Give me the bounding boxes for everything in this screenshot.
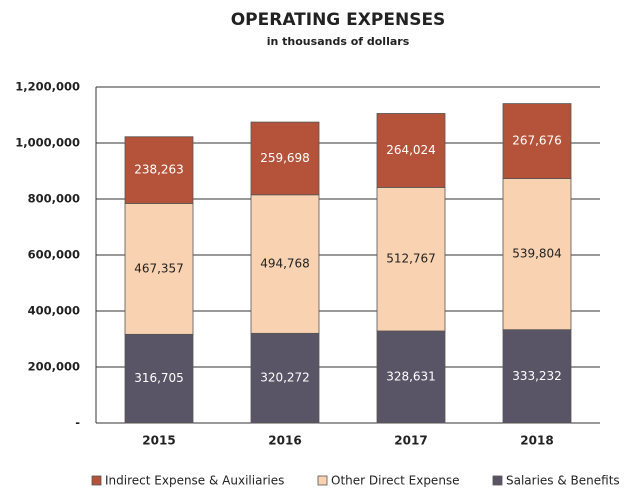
legend-swatch <box>317 475 328 486</box>
data-label: 539,804 <box>512 247 562 261</box>
x-tick-label: 2015 <box>142 434 175 448</box>
bar-segment <box>124 333 194 424</box>
y-tick-label: 400,000 <box>28 304 80 318</box>
chart-subtitle: in thousands of dollars <box>267 35 410 48</box>
legend-label: Indirect Expense & Auxiliaries <box>105 474 284 488</box>
bar-segment <box>250 121 320 196</box>
bar-segment <box>376 113 446 188</box>
data-label: 320,272 <box>260 371 310 385</box>
data-label: 316,705 <box>134 371 184 385</box>
data-label: 494,768 <box>260 257 310 271</box>
data-label: 238,263 <box>134 163 184 177</box>
x-tick-label: 2016 <box>268 434 301 448</box>
data-label: 264,024 <box>386 143 436 157</box>
legend-label: Salaries & Benefits <box>506 474 620 488</box>
chart-title: OPERATING EXPENSES <box>231 10 446 30</box>
data-label: 512,767 <box>386 252 436 266</box>
x-tick-label: 2017 <box>394 434 427 448</box>
data-label: 328,631 <box>386 369 436 383</box>
legend-swatch <box>91 475 102 486</box>
bar-segment <box>502 178 572 331</box>
data-label: 467,357 <box>134 261 184 275</box>
legend-swatch <box>492 475 503 486</box>
bar-segment <box>250 194 320 334</box>
bar-segment <box>124 136 194 204</box>
y-tick-label: 1,000,000 <box>15 136 80 150</box>
bar-segment <box>502 329 572 424</box>
data-label: 267,676 <box>512 134 562 148</box>
data-label: 259,698 <box>260 151 310 165</box>
y-tick-label: 200,000 <box>28 360 80 374</box>
y-tick-label: 1,200,000 <box>15 80 80 94</box>
bar-segment <box>376 187 446 332</box>
y-tick-label: - <box>75 416 80 430</box>
y-tick-label: 600,000 <box>28 248 80 262</box>
y-tick-label: 800,000 <box>28 192 80 206</box>
data-label: 333,232 <box>512 369 562 383</box>
bar-segment <box>502 103 572 179</box>
legend-label: Other Direct Expense <box>331 474 460 488</box>
x-tick-label: 2018 <box>520 434 553 448</box>
bar-segment <box>124 203 194 335</box>
bar-segment <box>250 332 320 424</box>
